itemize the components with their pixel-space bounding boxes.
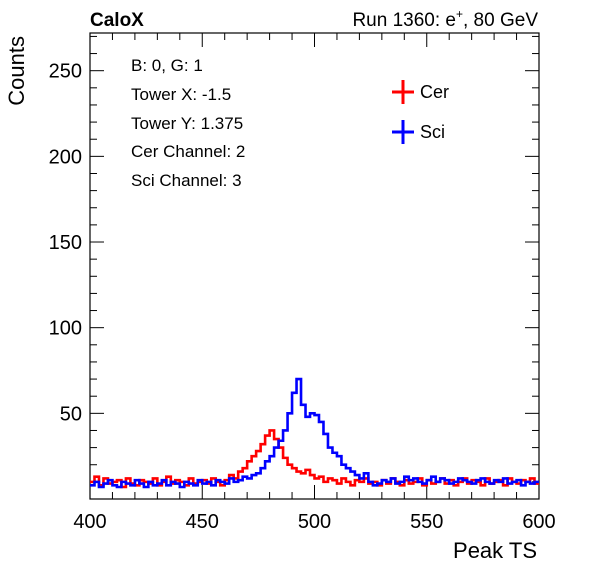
legend-label-sci: Sci bbox=[420, 122, 445, 142]
info-line: Cer Channel: 2 bbox=[131, 142, 245, 161]
legend-label-cer: Cer bbox=[420, 82, 449, 102]
y-tick-label: 150 bbox=[49, 232, 82, 254]
y-axis: 50 100 150 200 250 bbox=[49, 35, 539, 500]
info-line: B: 0, G: 1 bbox=[131, 56, 203, 75]
x-tick-label: 400 bbox=[73, 511, 106, 533]
y-axis-title: Counts bbox=[4, 36, 29, 106]
x-tick-label: 500 bbox=[298, 511, 331, 533]
experiment-label: CaloX bbox=[90, 10, 144, 31]
info-line: Tower Y: 1.375 bbox=[131, 114, 243, 133]
legend-marker-sci bbox=[392, 120, 414, 144]
x-tick-label: 550 bbox=[410, 511, 443, 533]
legend-marker-cer bbox=[392, 80, 414, 104]
y-tick-label: 50 bbox=[60, 403, 82, 425]
x-tick-label: 450 bbox=[186, 511, 219, 533]
x-tick-label: 600 bbox=[522, 511, 555, 533]
x-axis-title: Peak TS bbox=[453, 538, 537, 563]
info-line: Sci Channel: 3 bbox=[131, 171, 242, 190]
x-axis: 400 450 500 550 600 bbox=[73, 33, 556, 533]
run-label: Run 1360: e+, 80 GeV bbox=[352, 7, 538, 31]
series-layer bbox=[90, 377, 539, 489]
info-box: B: 0, G: 1 Tower X: -1.5 Tower Y: 1.375 … bbox=[131, 56, 245, 190]
y-tick-label: 250 bbox=[49, 61, 82, 83]
y-tick-label: 100 bbox=[49, 318, 82, 340]
info-line: Tower X: -1.5 bbox=[131, 85, 231, 104]
y-tick-label: 200 bbox=[49, 146, 82, 168]
legend: Cer Sci bbox=[392, 80, 449, 144]
series-cer-line bbox=[90, 429, 539, 489]
series-sci-line bbox=[90, 377, 539, 489]
